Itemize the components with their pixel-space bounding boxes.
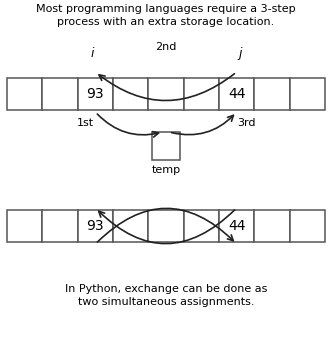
Bar bbox=[7, 210, 42, 242]
Text: j: j bbox=[239, 47, 242, 60]
Text: i: i bbox=[91, 47, 94, 60]
Bar bbox=[184, 78, 219, 110]
Bar bbox=[290, 210, 325, 242]
Text: Most programming languages require a 3-step
process with an extra storage locati: Most programming languages require a 3-s… bbox=[36, 4, 296, 27]
Bar bbox=[7, 78, 42, 110]
Bar bbox=[148, 78, 184, 110]
Text: 44: 44 bbox=[228, 219, 245, 233]
Bar bbox=[42, 78, 78, 110]
Bar bbox=[152, 132, 180, 160]
Bar bbox=[113, 210, 148, 242]
Bar bbox=[78, 78, 113, 110]
Text: 3rd: 3rd bbox=[237, 118, 256, 128]
Bar bbox=[113, 78, 148, 110]
Bar bbox=[219, 210, 254, 242]
Bar bbox=[254, 210, 290, 242]
Bar bbox=[42, 210, 78, 242]
Text: In Python, exchange can be done as
two simultaneous assignments.: In Python, exchange can be done as two s… bbox=[65, 284, 267, 307]
Text: 93: 93 bbox=[87, 219, 104, 233]
Bar bbox=[184, 210, 219, 242]
Text: 1st: 1st bbox=[77, 118, 94, 128]
Text: temp: temp bbox=[151, 165, 181, 175]
Bar bbox=[290, 78, 325, 110]
Bar bbox=[148, 210, 184, 242]
Text: 2nd: 2nd bbox=[155, 42, 177, 52]
Text: 44: 44 bbox=[228, 87, 245, 101]
Bar bbox=[78, 210, 113, 242]
Bar bbox=[219, 78, 254, 110]
Text: 93: 93 bbox=[87, 87, 104, 101]
Bar bbox=[254, 78, 290, 110]
